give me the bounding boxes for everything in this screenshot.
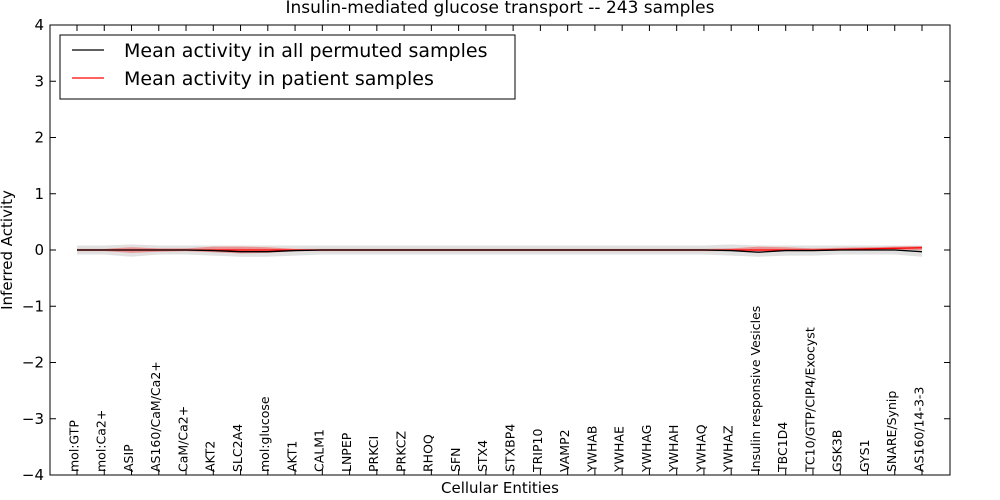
legend-label-patient: Mean activity in patient samples (124, 68, 434, 90)
x-category-label: CALM1 (312, 429, 327, 472)
y-tick-label: 0 (34, 241, 44, 259)
x-category-label: PRKCI (366, 436, 381, 472)
legend: Mean activity in all permuted samples Me… (59, 34, 516, 100)
y-tick-label: 3 (34, 72, 44, 90)
x-category-label: YWHAB (584, 425, 599, 473)
x-category-label: GSK3B (830, 430, 845, 472)
y-tick-label: −3 (22, 410, 44, 428)
x-category-label: RHOQ (421, 434, 436, 472)
x-category-label: mol:glucose (257, 396, 272, 472)
x-category-label: SLC2A4 (230, 424, 245, 472)
x-category-label: STX4 (475, 440, 490, 472)
y-tick-label: −4 (22, 466, 44, 484)
x-category-label: SFN (448, 448, 463, 472)
x-category-label: mol:GTP (66, 420, 81, 472)
legend-label-permuted: Mean activity in all permuted samples (124, 40, 487, 62)
x-category-label: CaM/Ca2+ (175, 406, 190, 472)
x-category-label: SNARE/Synip (884, 391, 899, 472)
y-tick-label: −1 (22, 297, 44, 315)
x-category-label: TRIP10 (530, 429, 545, 473)
y-tick-label: 4 (34, 16, 44, 34)
x-category-label: LNPEP (339, 432, 354, 472)
x-axis-title: Cellular Entities (441, 479, 559, 497)
y-tick-label: −2 (22, 354, 44, 372)
x-category-label: YWHAH (666, 425, 681, 473)
y-tick-label: 1 (34, 185, 44, 203)
series-line-0 (77, 249, 923, 253)
x-category-label: STXBP4 (503, 424, 518, 472)
y-tick-label: 2 (34, 129, 44, 147)
x-category-label: AKT1 (284, 441, 299, 472)
x-category-label: ASIP (121, 444, 136, 472)
x-category-label: YWHAG (639, 425, 654, 473)
x-category-label: YWHAZ (721, 425, 736, 473)
chart-title: Insulin-mediated glucose transport -- 24… (286, 0, 715, 18)
x-category-label: TC10/GTP/CIP4/Exocyst (802, 327, 817, 473)
x-category-label: PRKCZ (393, 431, 408, 472)
x-category-label: GYS1 (857, 439, 872, 472)
x-category-label: AS160/CaM/Ca2+ (148, 361, 163, 472)
legend-box (59, 34, 516, 100)
y-axis-title: Inferred Activity (0, 190, 16, 310)
x-category-label: TBC1D4 (775, 422, 790, 473)
x-category-label: AS160/14-3-3 (911, 387, 926, 472)
x-category-label: YWHAQ (693, 424, 708, 473)
x-category-label: mol:Ca2+ (94, 410, 109, 472)
x-category-label: YWHAE (612, 426, 627, 473)
x-category-label: VAMP2 (557, 429, 572, 472)
x-category-label: Insulin responsive Vesicles (748, 306, 763, 472)
x-category-label: AKT2 (203, 441, 218, 472)
